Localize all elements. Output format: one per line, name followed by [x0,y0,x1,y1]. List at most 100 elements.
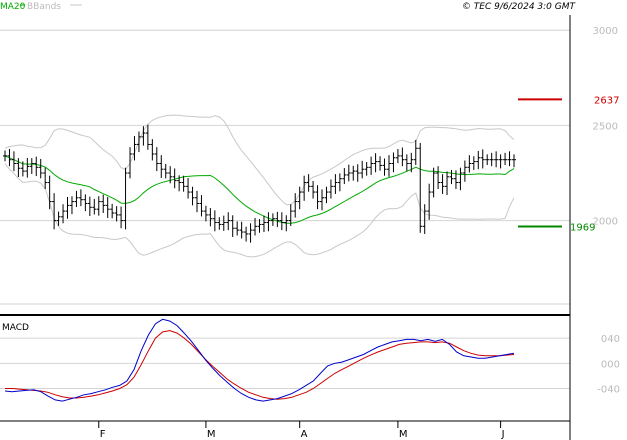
ohlc-bar [386,155,391,177]
ohlc-bar [7,149,12,167]
ohlc-bar [360,160,365,179]
ohlc-bar [65,197,70,219]
macd-title: MACD [2,323,29,333]
ohlc-bar [266,212,271,232]
ohlc-bar [395,149,400,164]
y-tick-label: 2500 [593,121,618,132]
ohlc-bar [503,152,508,166]
ohlc-bar [436,166,441,190]
x-tick-label: J [501,429,505,440]
macd-y-tick-label: 040 [601,334,620,345]
ohlc-bar [226,212,231,231]
ohlc-bar [302,175,307,201]
ohlc-bar [52,193,57,230]
ohlc-bar [261,215,266,233]
ohlc-bar [462,160,467,182]
macd-series-signal [5,330,515,400]
level-label-2637: 2637 [594,95,619,106]
x-tick-label: M [207,429,216,440]
ohlc-bar [38,158,43,179]
ohlc-bar [320,189,325,211]
macd-y-tick-label: -040 [597,385,620,396]
ohlc-bar [221,215,226,231]
ohlc-bar [83,194,88,212]
ohlc-bar [230,215,235,237]
ohlc-bar [16,158,21,178]
ohlc-bar [56,211,61,226]
x-tick-label: A [301,429,308,440]
ohlc-bar [69,196,74,215]
ohlc-bar [20,161,25,177]
ohlc-bar [186,177,191,199]
ohlc-bar [489,152,494,167]
ohlc-bar [181,175,186,192]
ohlc-bar [212,210,217,232]
ohlc-bar [203,205,208,222]
ohlc-bar [369,156,374,175]
ohlc-bar [235,221,240,236]
ohlc-bar [163,163,168,179]
y-tick-label: 2000 [593,217,618,228]
ohlc-bar [498,154,503,169]
macd-series-macd [4,318,515,402]
ohlc-bar [25,157,30,178]
ohlc-bar [485,154,490,166]
ohlc-bar [194,190,199,213]
ohlc-bar [136,131,141,153]
ohlc-bar [141,126,146,146]
ohlc-bar [422,204,427,234]
ohlc-bar [190,186,195,206]
ohlc-bar [382,158,387,176]
ohlc-bar [128,147,133,179]
ohlc-bar [208,208,213,227]
macd-y-tick-label: 000 [601,359,620,370]
ohlc-bar [61,204,66,224]
ohlc-bar [311,181,316,199]
ohlc-bar [346,164,351,182]
y-tick-label: 3000 [593,26,618,37]
ohlc-bar [34,156,39,177]
ohlc-bar [507,151,512,167]
ohlc-bar [427,183,432,220]
ohlc-bar [458,167,463,191]
ohlc-bar [110,203,115,219]
ohlc-bar [239,221,244,239]
ohlc-bar [391,152,396,173]
ohlc-bar [177,175,182,192]
ohlc-bar [512,154,516,168]
ohlc-bar [101,194,106,213]
ohlc-bar [449,169,454,185]
ohlc-bar [293,193,298,218]
ohlc-bar [275,211,280,228]
ma20-line [4,155,515,224]
ohlc-bar [400,147,405,167]
ohlc-bar [288,204,293,226]
ohlc-bar [445,171,450,196]
ohlc-bar [253,217,258,236]
ohlc-bar [168,166,173,184]
ohlc-bar [413,139,418,166]
x-tick-label: F [100,429,106,440]
ohlc-bar [270,213,275,226]
bbands-upper-line [4,114,515,206]
ohlc-bar [306,174,311,192]
ohlc-bar [480,149,485,169]
ohlc-bar [351,165,356,181]
ohlc-bar [145,124,150,150]
ohlc-bar [297,186,302,210]
ohlc-bar [87,196,92,217]
ohlc-bar [29,158,34,174]
ohlc-bar [315,185,320,210]
ohlc-bar [105,197,110,218]
ohlc-bar [119,206,124,229]
ohlc-bar [217,217,222,230]
ohlc-bar [159,155,164,178]
macd-panel: 040 000 -040 [0,318,620,402]
level-label-1969: 1969 [570,223,595,234]
ma20-legend: MA20 [0,2,26,12]
ohlc-bar [132,136,137,161]
ohlc-bar [333,174,338,194]
ohlc-bar [172,168,177,189]
ohlc-bar [355,164,360,182]
